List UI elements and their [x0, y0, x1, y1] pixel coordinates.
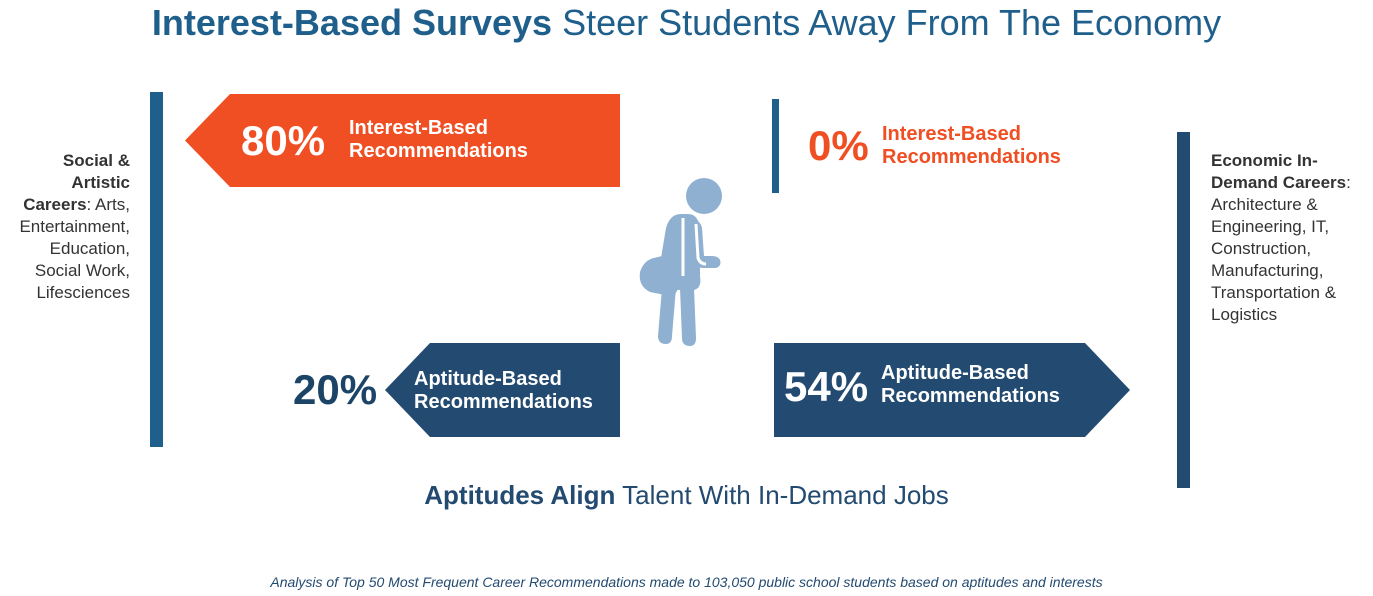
left-aptitude-line2: Recommendations [414, 391, 593, 413]
right-list-line4: Construction, [1211, 239, 1312, 258]
right-aptitude-line1: Aptitude-Based [881, 362, 1029, 384]
left-interest-pct: 80% [241, 117, 326, 164]
left-interest-label: Interest-Based Recommendations [349, 117, 528, 163]
subtitle-bold: Aptitudes Align [424, 480, 616, 510]
left-aptitude-line1: Aptitude-Based [414, 368, 562, 390]
left-aptitude-pct: 20% [293, 366, 378, 413]
left-heading-line2: Artistic [71, 173, 130, 192]
right-heading-line2: Demand Careers [1211, 173, 1347, 192]
title-bold: Interest-Based Surveys [151, 2, 553, 43]
right-list-line7: Logistics [1211, 305, 1278, 324]
footnote: Analysis of Top 50 Most Frequent Career … [270, 574, 1103, 590]
left-interest-line1: Interest-Based [349, 117, 488, 139]
right-interest-label: Interest-Based Recommendations [882, 123, 1061, 169]
right-interest-pct: 0% [808, 122, 869, 169]
right-aptitude-pct: 54% [784, 363, 869, 410]
left-career-list: : Arts, Entertainment, Education, Social… [19, 195, 130, 302]
page-title: Interest-Based Surveys Steer Students Aw… [0, 2, 1373, 44]
right-career-group: Economic In- Demand Careers: Architectur… [1211, 150, 1371, 326]
subtitle-rest: Talent With In-Demand Jobs [622, 480, 949, 510]
aptitude-arrow-left [385, 343, 620, 437]
left-heading-line1: Social & [62, 151, 130, 170]
subtitle: Aptitudes Align Talent With In-Demand Jo… [0, 480, 1373, 511]
left-aptitude-label: Aptitude-Based Recommendations [414, 368, 593, 414]
aptitude-arrow-right [774, 343, 1130, 437]
right-list-line2: Architecture & [1211, 195, 1318, 214]
right-interest-divider [772, 99, 779, 193]
right-aptitude-label: Aptitude-Based Recommendations [881, 362, 1060, 408]
right-list-line6: Transportation & [1211, 283, 1337, 302]
right-interest-line2: Recommendations [882, 146, 1061, 168]
right-divider-bar [1177, 132, 1190, 488]
left-career-group: Social & Artistic Careers: Arts, Enterta… [0, 150, 130, 304]
right-heading-line1: Economic In- [1211, 151, 1318, 170]
right-colon: : [1346, 173, 1351, 192]
right-list-line3: Engineering, IT, [1211, 217, 1330, 236]
left-divider-bar [150, 92, 163, 447]
right-interest-line1: Interest-Based [882, 123, 1021, 145]
left-interest-line2: Recommendations [349, 140, 528, 162]
interest-arrow-left [185, 94, 620, 187]
left-heading-line3: Careers [23, 195, 87, 214]
right-aptitude-line2: Recommendations [881, 385, 1060, 407]
title-rest: Steer Students Away From The Economy [562, 2, 1222, 43]
right-list-line5: Manufacturing, [1211, 261, 1324, 280]
student-figure-icon [639, 178, 722, 346]
